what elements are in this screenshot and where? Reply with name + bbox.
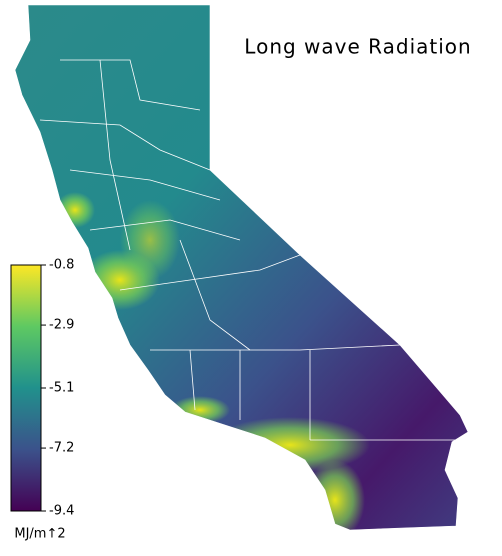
map-title: Long wave Radiation — [244, 35, 471, 59]
colorbar — [10, 264, 42, 512]
colorbar-tick-label: -2.9 — [49, 318, 74, 333]
colorbar-tick-label: -9.4 — [49, 504, 74, 519]
colorbar-label: MJ/m↑2 — [14, 527, 65, 542]
colorbar-tick-label: -7.2 — [49, 441, 74, 456]
colorbar-tick-label: -5.1 — [49, 381, 74, 396]
colorbar-tick-label: -0.8 — [49, 258, 74, 273]
